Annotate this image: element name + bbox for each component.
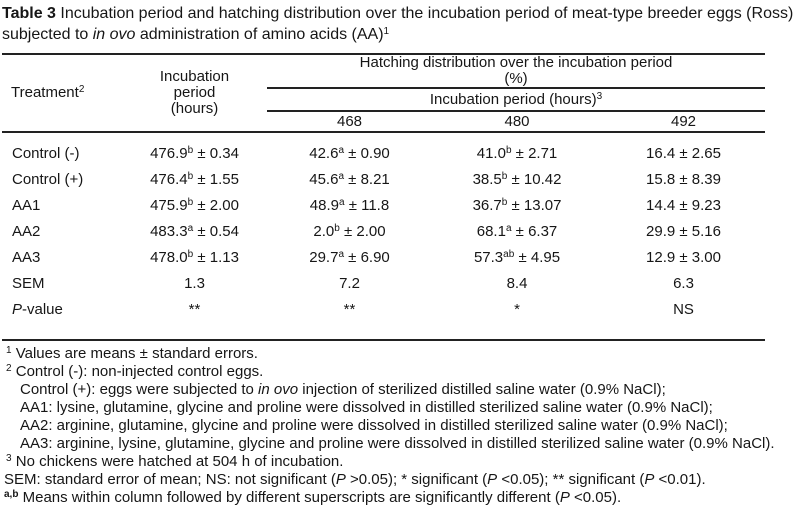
footnote-line: SEM: standard error of mean; NS: not sig… <box>4 471 706 488</box>
footnote-line: 1 Values are means ± standard errors. <box>6 345 258 362</box>
footnote-line: AA2: arginine, glutamine, glycine and pr… <box>20 417 728 434</box>
header-row-3: 468 480 492 <box>2 111 765 132</box>
value-cell: 12.9 ± 3.00 <box>646 248 721 266</box>
value-cell: 7.2 <box>339 274 360 292</box>
value-cell: 68.1a ± 6.37 <box>476 222 558 240</box>
footnote-line: AA1: lysine, glutamine, glycine and prol… <box>20 399 713 416</box>
value-cell: 57.3ab ± 4.95 <box>473 248 561 266</box>
value-cell: 476.9b ± 0.34 <box>150 144 239 162</box>
value-cell: 16.4 ± 2.65 <box>646 144 721 162</box>
header-row-2: Incubation period (hours)3 <box>2 88 765 112</box>
table-row: AA2 483.3a ± 0.54 2.0b ± 2.00 68.1a ± 6.37 2… <box>2 218 765 244</box>
table-row: Control (-) 476.9b ± 0.34 42.6a ± 0.90 41.0… <box>2 132 765 166</box>
value-cell: 6.3 <box>673 274 694 292</box>
value-cell: 1.3 <box>184 274 205 292</box>
value-cell: * <box>514 300 520 318</box>
treatment-cell: AA3 <box>12 248 41 266</box>
treatment-cell: Control (+) <box>12 170 84 188</box>
table-caption: Table 3 Incubation period and hatching d… <box>2 5 794 43</box>
footnote-line: 3 No chickens were hatched at 504 h of i… <box>6 453 344 470</box>
treatment-cell: SEM <box>12 274 45 292</box>
col-header-hatching-distribution: Hatching distribution over the incubatio… <box>267 54 765 89</box>
data-table: Treatment2 Incubation period (hours) Hatch… <box>2 53 765 341</box>
table-header: Treatment2 Incubation period (hours) Hatch… <box>2 54 765 132</box>
value-cell: 483.3a ± 0.54 <box>150 222 239 240</box>
value-cell: 41.0b ± 2.71 <box>476 144 558 162</box>
value-cell: NS <box>673 300 694 318</box>
col-header-468: 468 <box>336 112 363 130</box>
col-header-480: 480 <box>504 112 530 130</box>
treatment-cell: P-value <box>12 300 63 318</box>
value-cell: ** <box>188 300 201 318</box>
table-row: Control (+) 476.4b ± 1.55 45.6a ± 8.21 38.5… <box>2 166 765 192</box>
footnote-line: a,b Means within column followed by diff… <box>4 489 622 506</box>
treatment-cell: Control (-) <box>12 144 80 162</box>
value-cell: 8.4 <box>506 274 528 292</box>
page: Table 3 Incubation period and hatching d… <box>2 5 799 507</box>
table-body: Control (-) 476.9b ± 0.34 42.6a ± 0.90 41.0… <box>2 132 765 340</box>
treatment-cell: AA2 <box>12 222 41 240</box>
table-row: AA3 478.0b ± 1.13 29.7a ± 6.90 57.3ab ± 4.9… <box>2 244 765 270</box>
footnote-line: 2 Control (-): non-injected control eggs… <box>6 363 264 380</box>
header-row-1: Treatment2 Incubation period (hours) Hatch… <box>2 54 765 117</box>
footnotes: 1 Values are means ± standard errors. 2 C… <box>2 345 799 507</box>
col-header-492: 492 <box>670 112 697 130</box>
value-cell: 48.9a ± 11.8 <box>309 196 390 214</box>
value-cell: 42.6a ± 0.90 <box>309 144 390 162</box>
table-row: AA1 475.9b ± 2.00 48.9a ± 11.8 36.7b ± 13.0… <box>2 192 765 218</box>
value-cell: 476.4b ± 1.55 <box>150 170 239 188</box>
value-cell: 15.8 ± 8.39 <box>646 170 721 188</box>
value-cell: 36.7b ± 13.07 <box>472 196 562 214</box>
table-row: SEM 1.3 7.2 8.4 6.3 <box>2 270 765 296</box>
value-cell: 29.9 ± 5.16 <box>646 222 721 240</box>
value-cell: ** <box>343 300 356 318</box>
value-cell: 2.0b ± 2.00 <box>313 222 386 240</box>
col-header-treatment: Treatment2 <box>11 84 85 101</box>
value-cell: 38.5b ± 10.42 <box>472 170 562 188</box>
table-row: P-value ** ** * NS <box>2 296 765 340</box>
footnote-line: Control (+): eggs were subjected to in o… <box>20 381 666 398</box>
col-header-incubation-subheader: Incubation period (hours)3 <box>267 88 765 112</box>
treatment-cell: AA1 <box>12 196 41 214</box>
value-cell: 45.6a ± 8.21 <box>309 170 390 188</box>
value-cell: 478.0b ± 1.13 <box>150 248 239 266</box>
col-header-incubation-period: Incubation period (hours) <box>159 68 230 117</box>
value-cell: 14.4 ± 9.23 <box>646 196 721 214</box>
value-cell: 29.7a ± 6.90 <box>309 248 390 266</box>
footnote-line: AA3: arginine, lysine, glutamine, glycin… <box>20 435 775 452</box>
value-cell: 475.9b ± 2.00 <box>150 196 239 214</box>
